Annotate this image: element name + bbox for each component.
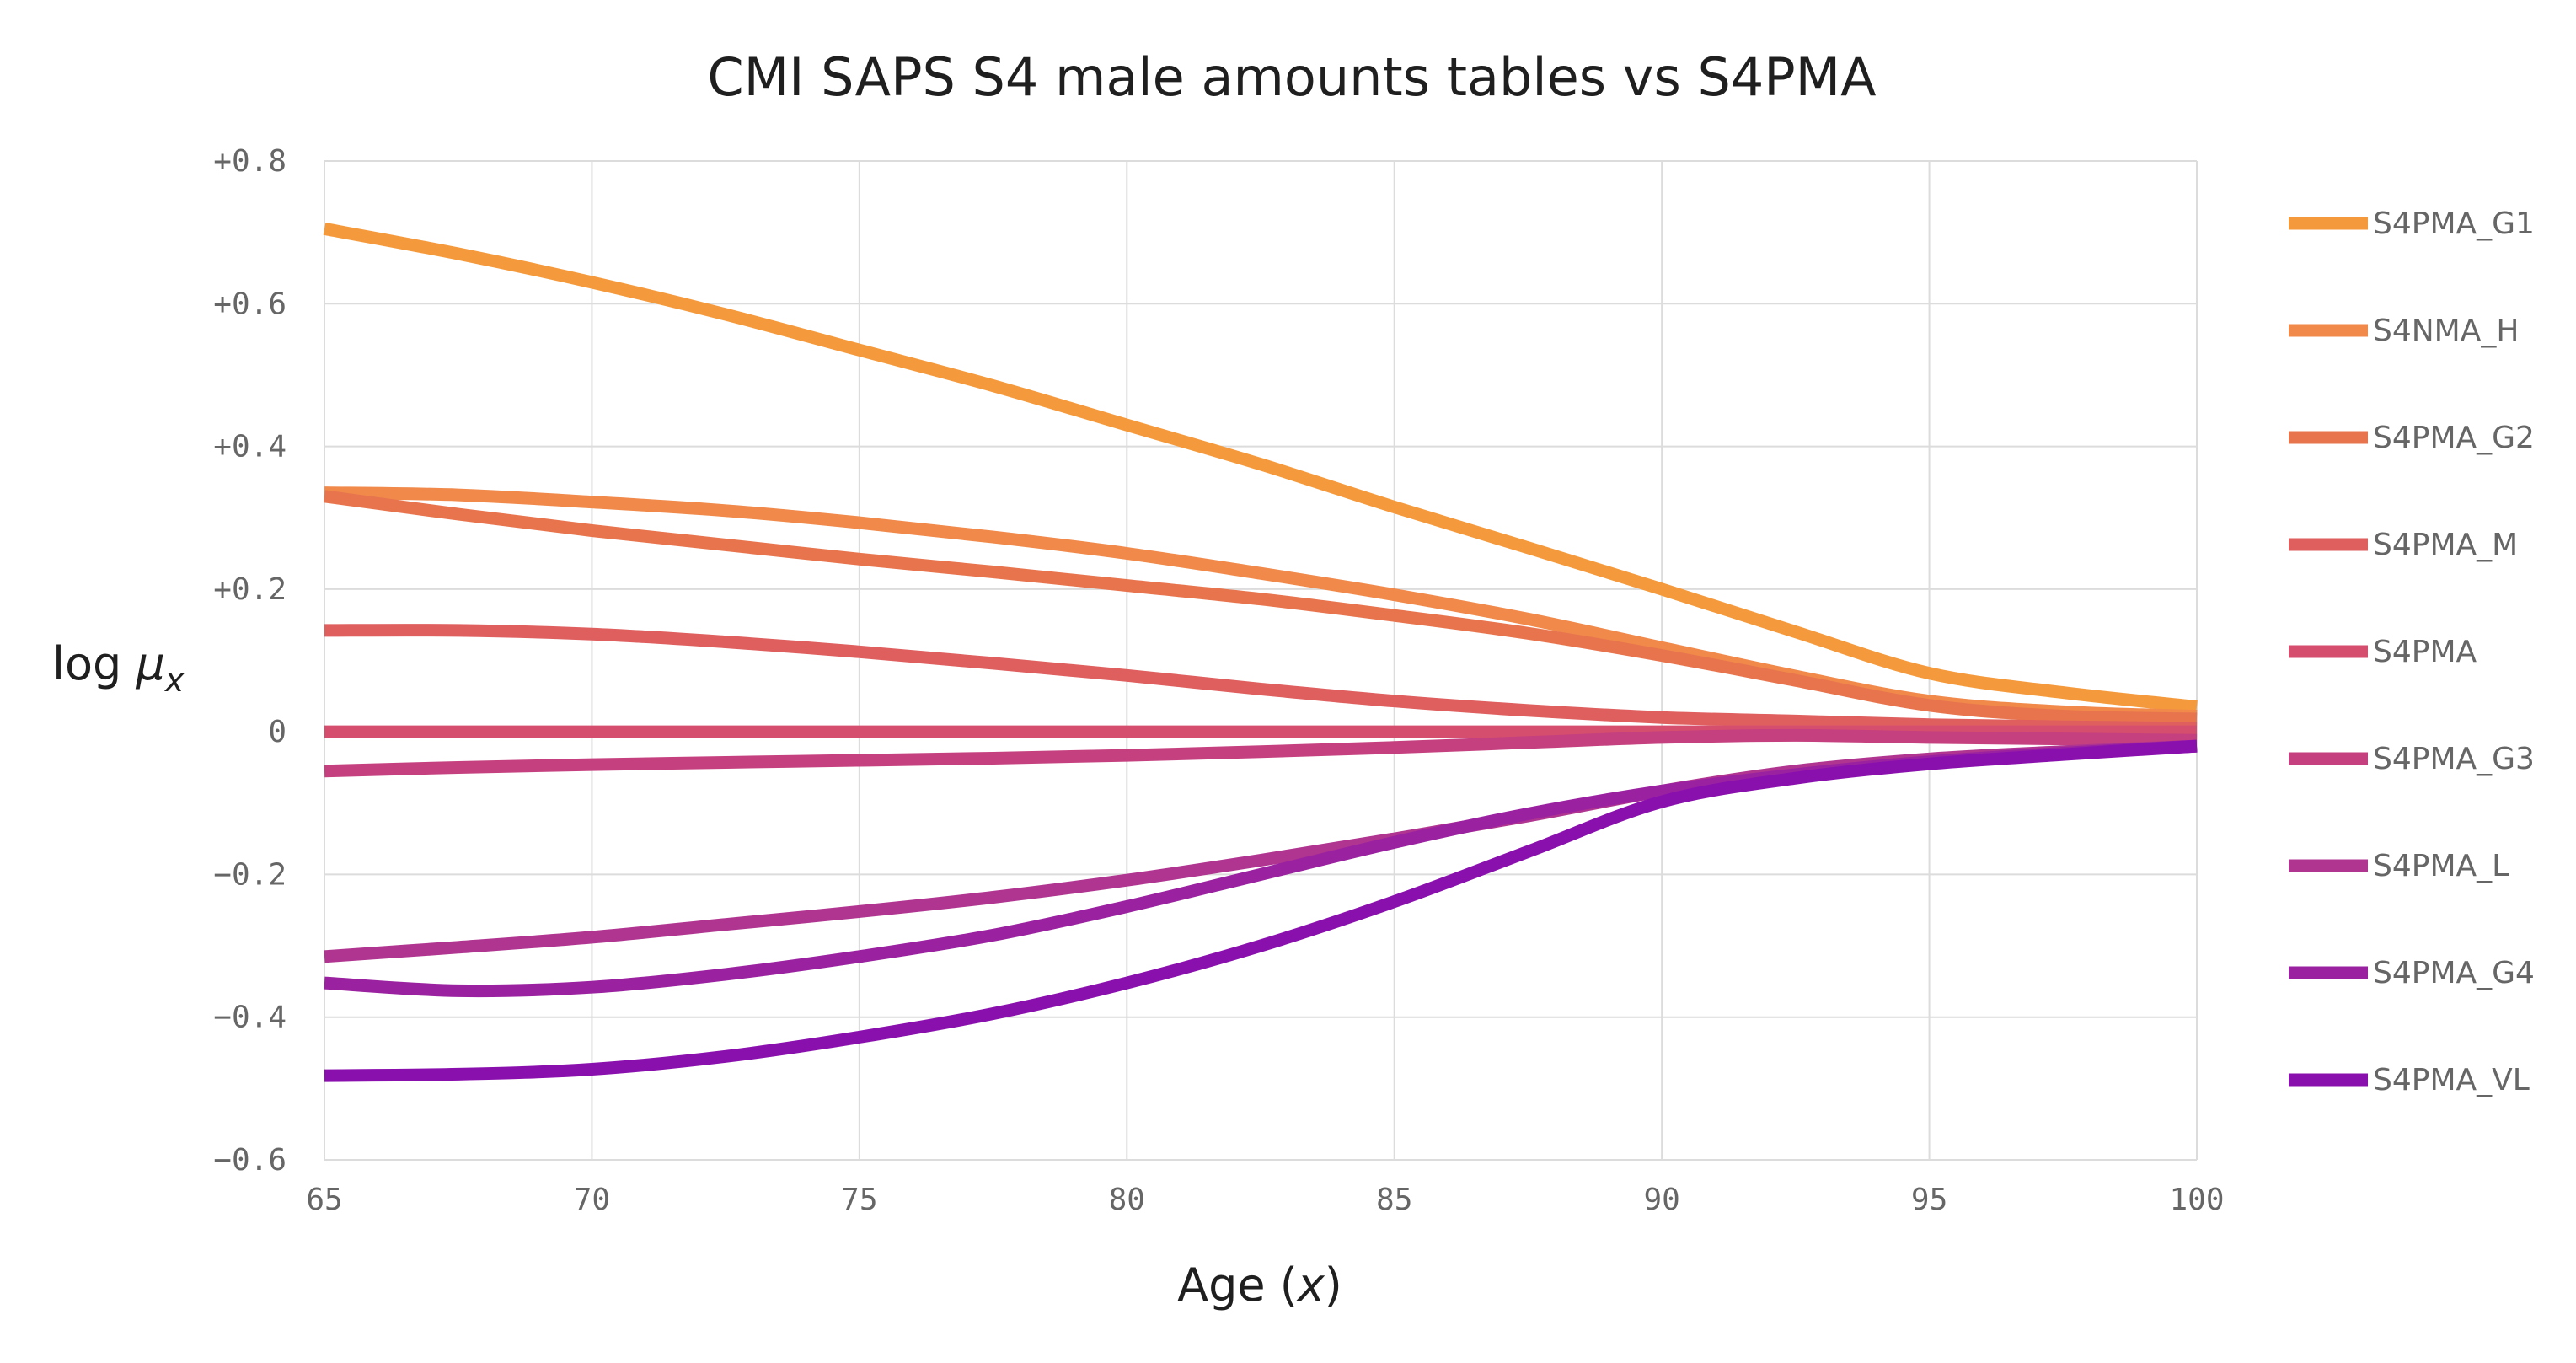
y-tick-label: +0.2 [213, 572, 287, 607]
y-tick-label: −0.6 [213, 1143, 287, 1178]
legend-label: S4NMA_H [2373, 314, 2519, 348]
y-tick-label: +0.8 [213, 144, 287, 179]
x-tick-label: 90 [1643, 1183, 1679, 1217]
x-axis-title-prefix: Age ( [1177, 1258, 1298, 1312]
x-axis-title-suffix: ) [1325, 1258, 1342, 1312]
x-axis-ticks: 65 70 75 80 85 90 95 100 [306, 1183, 2224, 1217]
series-line-s4pma-g2 [324, 490, 2198, 726]
legend-label: S4PMA_G2 [2373, 421, 2535, 455]
legend: S4PMA_G1 S4NMA_H S4PMA_G2 S4PMA_M S4PMA S4PMA… [2289, 207, 2535, 1097]
legend-label: S4PMA_VL [2373, 1063, 2530, 1097]
series-line-s4pma-g4 [324, 739, 2198, 998]
legend-label: S4PMA_M [2373, 528, 2518, 562]
y-axis-title-prefix: log [52, 637, 136, 690]
series-line-s4pma-g1 [323, 223, 2198, 713]
x-tick-label: 65 [306, 1183, 342, 1217]
chart-title: CMI SAPS S4 male amounts tables vs S4PMA [707, 46, 1876, 108]
y-axis-title: log μx [52, 637, 185, 699]
y-tick-label: −0.4 [213, 1001, 287, 1035]
x-tick-label: 80 [1109, 1183, 1145, 1217]
y-tick-label: 0 [268, 715, 287, 749]
x-tick-label: 100 [2169, 1183, 2224, 1217]
x-tick-label: 95 [1911, 1183, 1947, 1217]
y-axis-ticks: +0.8 +0.6 +0.4 +0.2 0 −0.2 −0.4 −0.6 [213, 144, 287, 1178]
x-tick-label: 85 [1376, 1183, 1412, 1217]
series-lines [323, 223, 2198, 1082]
y-tick-label: +0.4 [213, 430, 287, 464]
legend-label: S4PMA_G4 [2373, 956, 2535, 990]
series-line-s4pma-m [324, 624, 2198, 735]
x-tick-label: 75 [841, 1183, 877, 1217]
y-axis-title-subscript: x [164, 662, 185, 699]
x-tick-label: 70 [574, 1183, 610, 1217]
y-axis-title-symbol: μ [135, 637, 164, 690]
series-line-s4pma-vl [324, 739, 2198, 1082]
legend-label: S4PMA_G3 [2373, 742, 2535, 776]
legend-label: S4PMA_L [2373, 849, 2509, 883]
legend-label: S4PMA_G1 [2373, 207, 2535, 241]
series-line-s4pma-g3 [324, 728, 2198, 778]
legend-label: S4PMA [2373, 635, 2477, 669]
grid [324, 160, 2198, 1161]
x-axis-title-symbol: x [1296, 1258, 1325, 1312]
x-axis-title: Age (x) [1177, 1258, 1342, 1312]
y-tick-label: −0.2 [213, 857, 287, 892]
series-line-s4pma-l [324, 739, 2198, 963]
y-tick-label: +0.6 [213, 287, 287, 321]
